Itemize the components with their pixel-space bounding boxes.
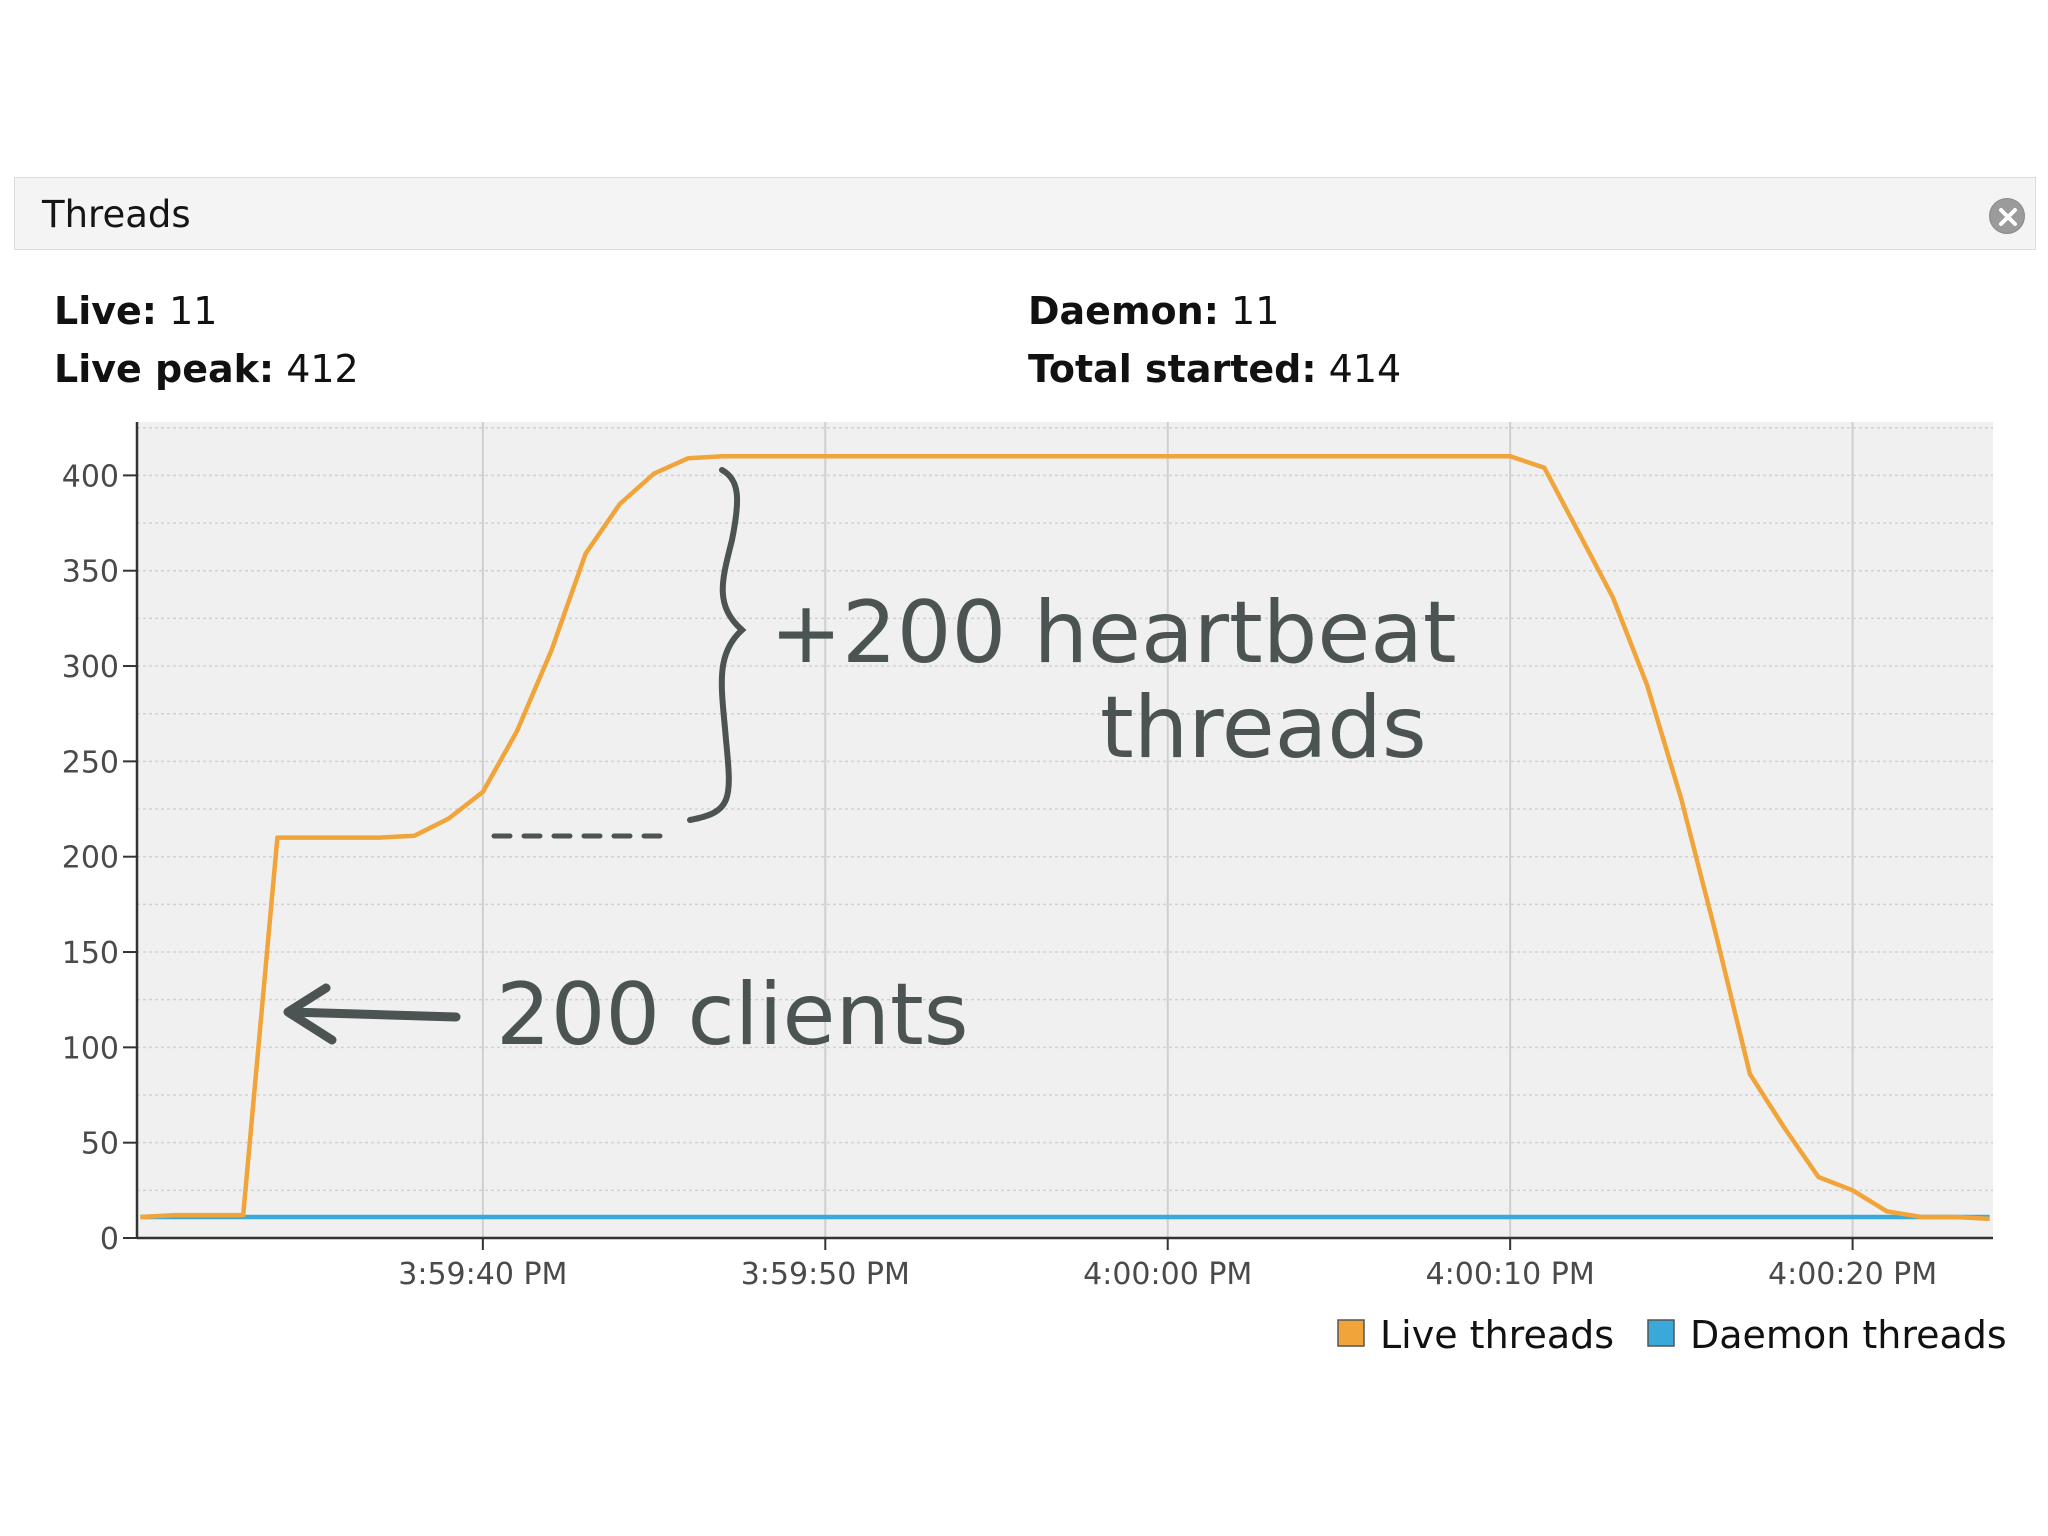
series-line-live-threads [140, 454, 1990, 1222]
x-tick-label: 4:00:10 PM [1426, 1257, 1595, 1292]
annotation-clients: 200 clients [496, 965, 969, 1065]
x-tick-label: 4:00:00 PM [1083, 1257, 1252, 1292]
legend-swatch [1647, 1319, 1675, 1347]
y-tick-label: 400 [62, 459, 119, 494]
panel-title: Threads [42, 193, 191, 236]
y-tick-label: 100 [62, 1031, 119, 1066]
legend-item-daemon-threads: Daemon threads [1647, 1313, 2007, 1357]
stat-total-started-label: Total started: [1028, 347, 1317, 391]
arrow-left-icon [283, 983, 461, 1045]
close-button[interactable] [1989, 198, 2025, 234]
x-tick-label: 3:59:40 PM [398, 1257, 567, 1292]
y-tick-label: 0 [100, 1222, 119, 1257]
y-tick-label: 150 [62, 936, 119, 971]
x-tick-label: 4:00:20 PM [1768, 1257, 1937, 1292]
close-icon [1999, 208, 2017, 226]
stat-live-peak: Live peak: 412 [54, 347, 359, 392]
stat-total-started: Total started: 414 [1028, 347, 1402, 392]
stat-live-peak-label: Live peak: [54, 347, 275, 391]
stat-live: Live: 11 [54, 289, 218, 334]
stat-daemon-label: Daemon: [1028, 289, 1219, 333]
annotation-heartbeat-line2: threads [1100, 678, 1427, 778]
legend-item-live-threads: Live threads [1337, 1313, 1614, 1357]
stat-total-started-value: 414 [1328, 347, 1402, 391]
plot-area: 0 50 100 150 200 250 300 350 400 3:59:40 PM 3:59:5… [62, 422, 2007, 1357]
x-tick-label: 3:59:50 PM [741, 1257, 910, 1292]
stat-daemon-value: 11 [1231, 289, 1280, 333]
y-tick-label: 250 [62, 745, 119, 780]
annotation-heartbeat-line1: +200 heartbeat [770, 583, 1457, 683]
y-tick-label: 200 [62, 841, 119, 876]
y-tick-label: 300 [62, 650, 119, 685]
legend-label: Live threads [1380, 1313, 1614, 1357]
legend-swatch [1337, 1319, 1365, 1347]
stat-live-peak-value: 412 [286, 347, 359, 391]
stat-live-label: Live: [54, 289, 157, 333]
legend-label: Daemon threads [1690, 1313, 2007, 1357]
curly-brace-icon [687, 467, 747, 823]
y-tick-label: 50 [81, 1127, 119, 1162]
panel-header: Threads [14, 177, 2036, 250]
y-tick-label: 350 [62, 555, 119, 590]
annotations: +200 heartbeat threads 200 clients [283, 467, 1457, 1065]
plot-background [137, 422, 1993, 1238]
stat-live-value: 11 [169, 289, 218, 333]
stat-daemon: Daemon: 11 [1028, 289, 1280, 334]
